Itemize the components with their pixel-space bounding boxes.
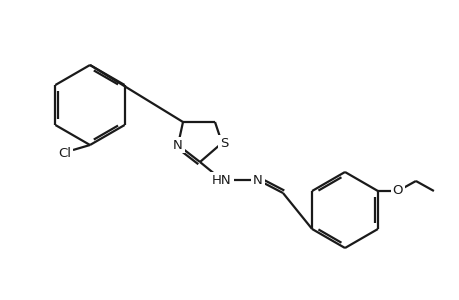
Text: S: S <box>219 136 228 149</box>
Text: O: O <box>392 184 402 197</box>
Text: Cl: Cl <box>58 146 71 160</box>
Text: HN: HN <box>212 173 231 187</box>
Text: N: N <box>173 139 183 152</box>
Text: N: N <box>252 173 262 187</box>
